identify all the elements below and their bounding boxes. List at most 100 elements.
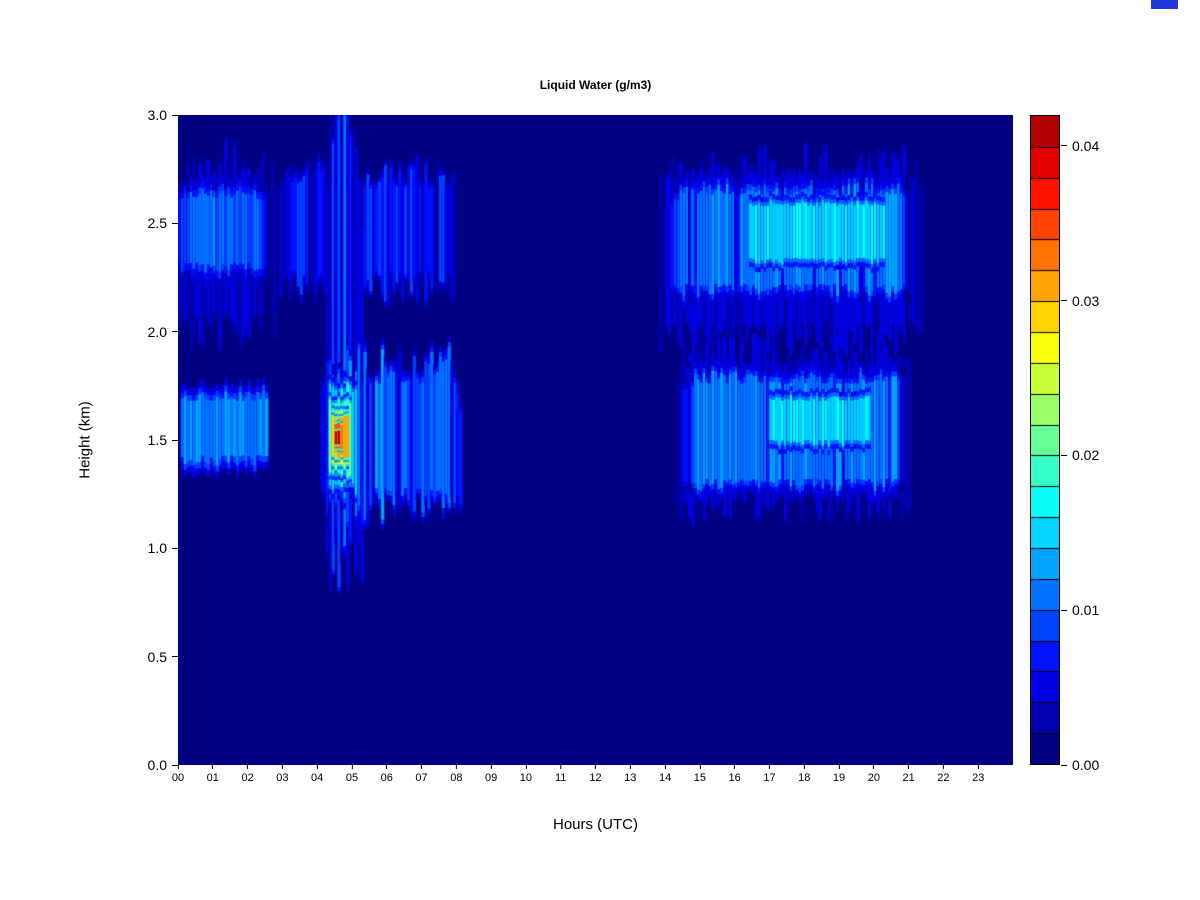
x-tick-label: 18 xyxy=(798,772,811,784)
y-tick-label: 2.0 xyxy=(147,323,167,340)
x-tick: 05 xyxy=(346,765,358,784)
x-tick-mark xyxy=(560,765,562,769)
x-tick-mark xyxy=(490,765,492,769)
x-tick-label: 03 xyxy=(276,772,289,784)
x-tick-label: 08 xyxy=(450,772,463,784)
x-tick: 10 xyxy=(520,765,532,784)
x-tick-label: 20 xyxy=(867,772,880,784)
y-tick-label: 0.5 xyxy=(147,648,167,665)
y-tick-label: 2.5 xyxy=(147,215,167,232)
chart-title: Liquid Water (g/m3) xyxy=(539,78,652,92)
x-tick-mark xyxy=(838,765,840,769)
y-tick-mark xyxy=(172,331,178,333)
x-tick: 18 xyxy=(798,765,810,784)
x-tick-label: 07 xyxy=(415,772,428,784)
x-tick-label: 11 xyxy=(554,772,567,784)
x-axis: 00 01 02 03 04 05 06 07 08 09 10 11 12 13 14 15 16 17 18 19… xyxy=(172,765,1013,805)
x-tick: 01 xyxy=(207,765,219,784)
x-tick-label: 02 xyxy=(241,772,254,784)
x-tick-label: 12 xyxy=(589,772,602,784)
x-tick: 00 xyxy=(172,765,184,784)
x-tick-label: 22 xyxy=(937,772,950,784)
x-tick-label: 00 xyxy=(171,772,185,784)
colorbar-tick-mark xyxy=(1061,609,1067,611)
x-tick-label: 23 xyxy=(972,772,985,784)
colorbar-tick: 0.04 xyxy=(1061,138,1099,154)
x-tick: 11 xyxy=(555,765,566,784)
x-tick-label: 04 xyxy=(311,772,324,784)
x-tick: 22 xyxy=(937,765,950,784)
x-tick: 03 xyxy=(276,765,289,784)
x-tick: 02 xyxy=(241,765,254,784)
x-tick-label: 17 xyxy=(763,772,776,784)
y-tick-mark xyxy=(172,764,178,766)
x-tick-mark xyxy=(177,765,179,769)
x-tick-mark xyxy=(977,765,979,769)
y-tick: 1.0 xyxy=(148,540,178,556)
x-tick: 15 xyxy=(694,765,706,784)
x-tick-mark xyxy=(525,765,527,769)
x-tick-label: 01 xyxy=(206,772,219,784)
y-tick: 3.0 xyxy=(148,107,178,123)
y-axis: 0.0 0.5 1.0 1.5 2.0 2.5 3.0 xyxy=(0,107,178,773)
heatmap-plot-area xyxy=(178,115,1013,765)
colorbar-tick: 0.01 xyxy=(1061,602,1099,618)
colorbar-canvas xyxy=(1031,116,1059,764)
x-tick-mark xyxy=(734,765,736,769)
colorbar-tick-mark xyxy=(1061,764,1067,766)
x-tick-label: 13 xyxy=(624,772,637,784)
y-tick: 0.5 xyxy=(148,649,178,665)
top-right-artifact xyxy=(1151,0,1178,9)
x-tick-label: 10 xyxy=(519,772,533,784)
y-tick-label: 0.0 xyxy=(147,757,167,773)
y-tick-mark xyxy=(172,547,178,549)
x-tick: 12 xyxy=(589,765,602,784)
x-tick-mark xyxy=(629,765,631,769)
colorbar-tick-label: 0.01 xyxy=(1072,602,1100,619)
x-tick-mark xyxy=(281,765,283,769)
x-tick-label: 14 xyxy=(658,772,672,784)
x-tick: 17 xyxy=(763,765,776,784)
colorbar xyxy=(1030,115,1060,765)
x-tick: 09 xyxy=(485,765,497,784)
y-tick-mark xyxy=(172,656,178,658)
colorbar-tick-mark xyxy=(1061,145,1067,147)
y-tick: 1.5 xyxy=(148,432,178,448)
y-tick: 2.0 xyxy=(148,324,178,340)
x-tick: 21 xyxy=(903,765,915,784)
x-tick-label: 15 xyxy=(693,772,706,784)
colorbar-tick: 0.03 xyxy=(1061,293,1099,309)
colorbar-tick: 0.02 xyxy=(1061,447,1099,463)
x-tick-mark xyxy=(351,765,353,769)
colorbar-tick-label: 0.02 xyxy=(1072,447,1100,464)
y-tick-mark xyxy=(172,114,178,116)
x-tick-label: 09 xyxy=(485,772,498,784)
x-tick-mark xyxy=(316,765,318,769)
y-tick: 2.5 xyxy=(148,215,178,231)
colorbar-tick-mark xyxy=(1061,300,1067,302)
colorbar-tick-label: 0.04 xyxy=(1072,137,1100,154)
x-tick: 04 xyxy=(311,765,323,784)
x-tick-mark xyxy=(908,765,910,769)
x-tick-label: 19 xyxy=(832,772,846,784)
heatmap-canvas xyxy=(178,115,1013,765)
x-tick-mark xyxy=(421,765,423,769)
x-tick-mark xyxy=(873,765,875,769)
colorbar-tick-label: 0.03 xyxy=(1072,292,1100,309)
colorbar-axis: 0.00 0.01 0.02 0.03 0.04 xyxy=(1061,115,1151,773)
x-tick-mark xyxy=(247,765,249,769)
y-tick: 0.0 xyxy=(148,757,178,773)
x-tick: 14 xyxy=(659,765,671,784)
x-tick-label: 05 xyxy=(345,772,359,784)
y-tick-label: 3.0 xyxy=(147,107,167,123)
y-tick-label: 1.5 xyxy=(147,432,167,448)
x-tick: 08 xyxy=(450,765,462,784)
x-tick-mark xyxy=(212,765,214,769)
x-tick-mark xyxy=(942,765,944,769)
x-tick: 16 xyxy=(729,765,741,784)
x-tick-mark xyxy=(664,765,666,769)
y-tick-mark xyxy=(172,439,178,441)
x-tick: 07 xyxy=(415,765,428,784)
x-tick: 13 xyxy=(624,765,636,784)
